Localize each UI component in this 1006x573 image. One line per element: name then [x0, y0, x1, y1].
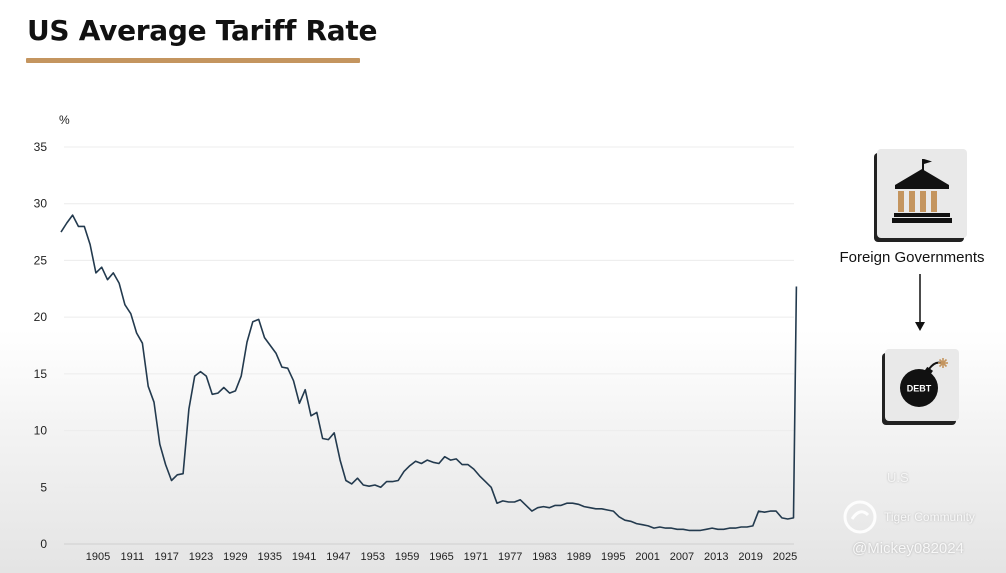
x-tick-label: 1905	[86, 551, 110, 563]
x-tick-label: 1971	[464, 551, 488, 563]
y-tick-label: 20	[34, 310, 48, 324]
x-tick-label: 1983	[532, 551, 556, 563]
x-tick-label: 1911	[121, 551, 145, 563]
x-tick-label: 2019	[738, 551, 762, 563]
x-tick-label: 1965	[429, 551, 453, 563]
x-tick-label: 1959	[395, 551, 419, 563]
foreign-governments-label: Foreign Governments	[839, 249, 985, 266]
x-tick-label: 1935	[258, 551, 282, 563]
title-underline	[26, 58, 360, 63]
x-tick-label: 1947	[326, 551, 350, 563]
government-building-icon	[892, 159, 952, 223]
debt-card: DEBT	[885, 349, 959, 421]
x-tick-label: 1953	[361, 551, 385, 563]
x-tick-label: 2007	[670, 551, 694, 563]
debt-label: DEBT	[907, 384, 932, 394]
down-arrow-icon	[915, 274, 925, 331]
x-tick-label: 1929	[223, 551, 247, 563]
y-tick-label: 15	[34, 367, 48, 381]
y-tick-label: 0	[40, 537, 47, 551]
x-tick-label: 2013	[704, 551, 728, 563]
x-tick-label: 1989	[567, 551, 591, 563]
y-axis-ticks: 0 5 10 15 20 25 30 35	[34, 140, 48, 551]
region-watermark: U.S	[887, 470, 909, 485]
chart-title: US Average Tariff Rate	[27, 14, 378, 47]
y-tick-label: 5	[40, 480, 47, 494]
debt-bomb-icon: DEBT	[900, 358, 948, 407]
x-tick-label: 1923	[189, 551, 213, 563]
x-tick-label: 1917	[154, 551, 178, 563]
x-tick-label: 1941	[292, 551, 316, 563]
y-tick-label: 10	[34, 424, 48, 438]
x-tick-label: 2001	[635, 551, 659, 563]
tariff-rate-line	[60, 214, 798, 532]
x-tick-label: 1977	[498, 551, 522, 563]
handle-watermark: @Mickey082024	[852, 540, 964, 557]
government-card	[877, 149, 967, 238]
y-tick-label: 30	[34, 197, 48, 211]
x-tick-label: 1995	[601, 551, 625, 563]
chart-grid	[64, 146, 794, 545]
y-axis-unit-label: %	[59, 113, 70, 127]
tiger-logo-icon	[843, 500, 877, 534]
y-tick-label: 25	[34, 253, 48, 267]
x-axis-ticks: 1905 1911 1917 1923 1929 1935 1941 1947 1953 1959…	[86, 551, 797, 563]
x-tick-label: 2025	[773, 551, 797, 563]
y-tick-label: 35	[34, 140, 48, 154]
community-watermark: Tiger Community	[884, 510, 975, 524]
